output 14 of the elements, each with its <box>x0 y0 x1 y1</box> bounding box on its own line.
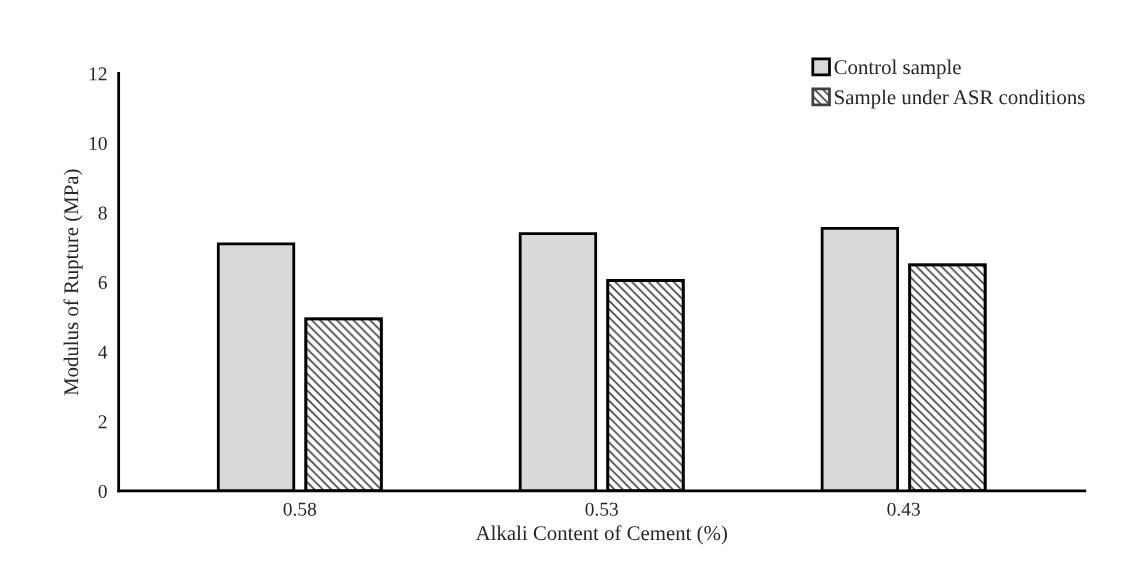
y-tick-label: 8 <box>98 206 107 220</box>
y-tick-label: 10 <box>89 136 107 151</box>
y-tick-label: 12 <box>89 67 107 81</box>
x-tick-label: 0.58 <box>283 502 317 516</box>
y-axis-title: Modulus of Rupture (MPa) <box>63 169 83 396</box>
x-tick-label: 0.43 <box>887 502 920 516</box>
legend-label: Control sample <box>834 59 961 79</box>
y-tick-label: 2 <box>98 415 107 429</box>
x-tick-label: 0.53 <box>585 502 618 516</box>
legend-label: Sample under ASR conditions <box>835 89 1085 109</box>
y-tick-label: 6 <box>98 276 107 290</box>
y-tick-label: 4 <box>98 345 108 359</box>
y-tick-label: 0 <box>98 484 107 498</box>
x-axis-title: Alkali Content of Cement (%) <box>475 525 727 545</box>
